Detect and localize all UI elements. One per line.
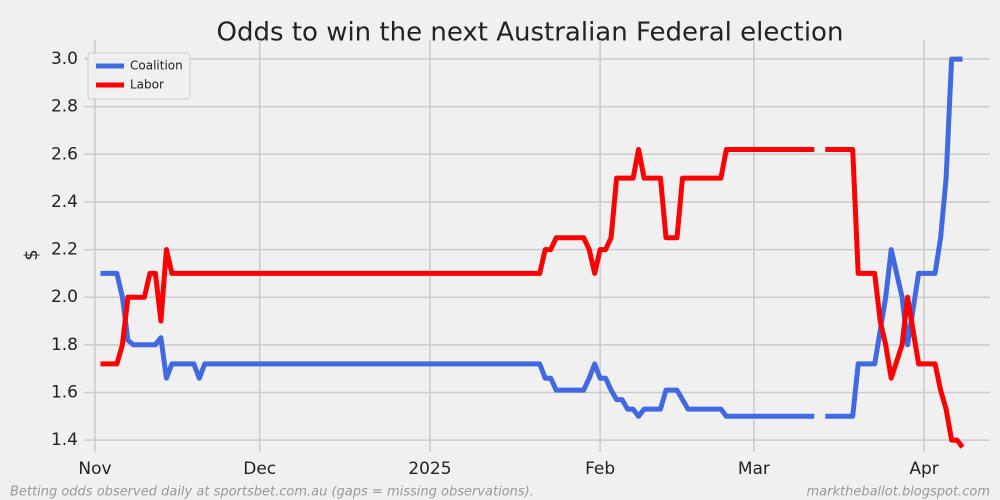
y-tick-label: 1.4 — [51, 430, 78, 450]
y-tick-label: 1.8 — [51, 335, 78, 355]
x-tick-label: Dec — [243, 459, 276, 479]
x-tick-label: Nov — [78, 459, 111, 479]
y-tick-label: 1.6 — [51, 382, 78, 402]
footnote: marktheballot.blogspot.com — [806, 485, 990, 500]
series-line — [100, 147, 965, 449]
x-tick-label: Feb — [585, 459, 615, 479]
footnote: Betting odds observed daily at sportsbet… — [10, 485, 534, 500]
y-axis-label: $ — [21, 249, 42, 260]
y-tick-label: 2.4 — [51, 192, 78, 212]
legend-label: Coalition — [130, 59, 183, 73]
y-tick-label: 3.0 — [51, 49, 78, 69]
x-tick-label: 2025 — [408, 459, 451, 479]
series-line — [100, 56, 963, 419]
x-tick-label: Apr — [909, 459, 938, 479]
y-tick-label: 2.2 — [51, 240, 78, 260]
chart-title: Odds to win the next Australian Federal … — [217, 18, 844, 48]
y-tick-label: 2.8 — [51, 97, 78, 117]
legend-label: Labor — [130, 78, 164, 92]
y-tick-label: 2.6 — [51, 144, 78, 164]
x-tick-label: Mar — [738, 459, 770, 479]
y-tick-label: 2.0 — [51, 287, 78, 307]
